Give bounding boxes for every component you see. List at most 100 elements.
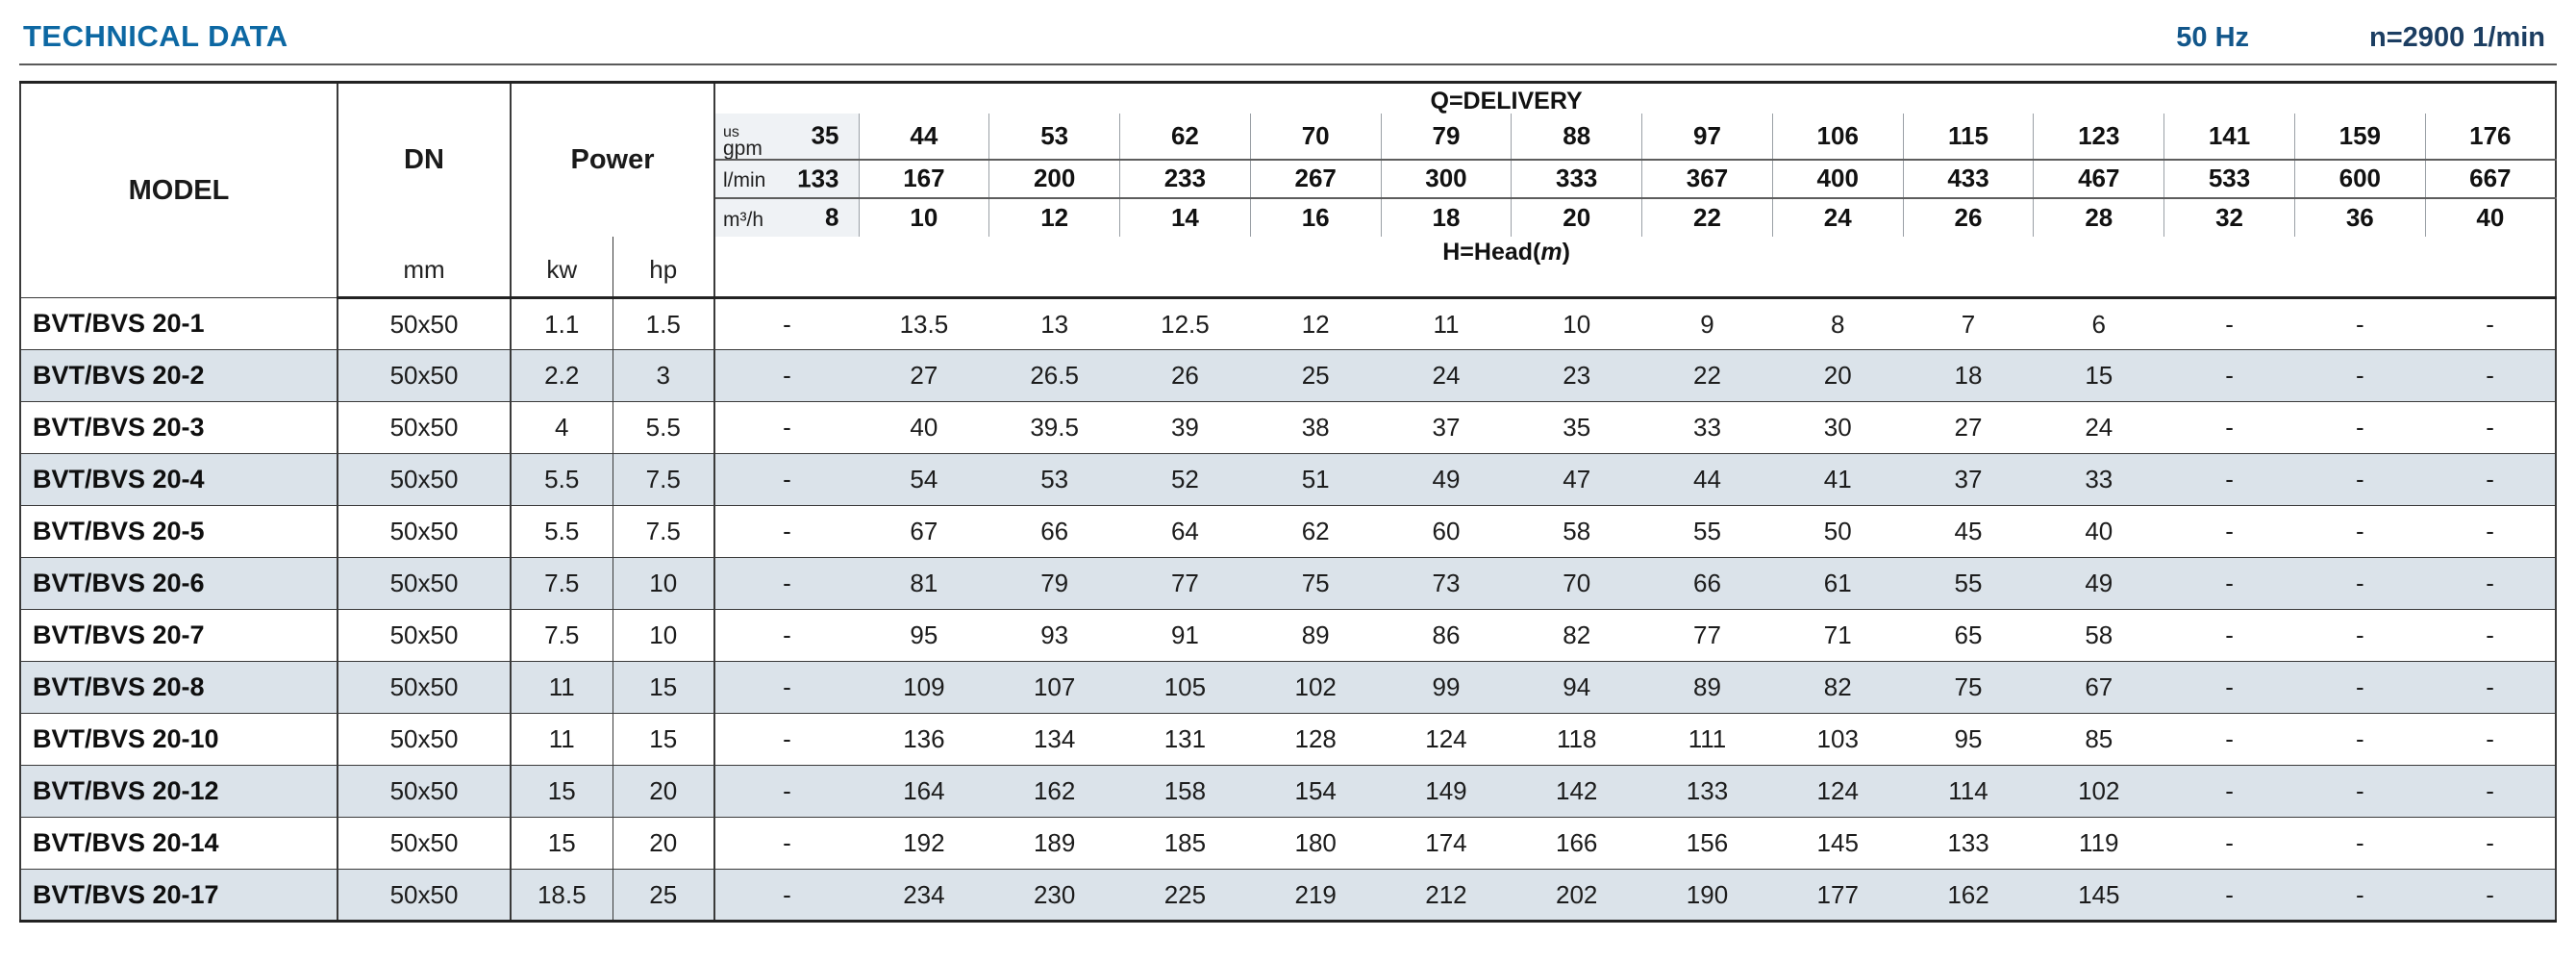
flow-row-m3h: m³/h 8 10 12 14 16 18 20 22 24 26 28 32 36 40 bbox=[20, 197, 2556, 237]
delivery-flow-cell: 97 bbox=[1641, 113, 1773, 161]
head-value-cell: 27 bbox=[859, 349, 989, 402]
table-row: BVT/BVS 20-2 50x50 2.2 3-27 26.5 26 25 24 23 22 20… bbox=[20, 349, 2556, 402]
head-value-cell: 177 bbox=[1772, 869, 1904, 922]
table-row: BVT/BVS 20-1 50x50 1.1 1.5-13.5 13 12.5 12 11 10… bbox=[20, 297, 2556, 350]
table-row: BVT/BVS 20-5 50x50 5.5 7.5-67 66 64 62 60 58 55 50… bbox=[20, 505, 2556, 558]
flow-unit-label-main: m³/h bbox=[723, 208, 763, 231]
head-value-cell: 133 bbox=[1903, 817, 2034, 870]
head-value-cell: 49 bbox=[2033, 557, 2164, 610]
kw-cell: 15 bbox=[511, 817, 613, 870]
dn-cell: 50x50 bbox=[338, 349, 512, 402]
table-row: BVT/BVS 20-8 50x50 11 15-109 107 105 102 99 94 89… bbox=[20, 661, 2556, 714]
head-value-cell: 50 bbox=[1772, 505, 1904, 558]
head-value-cell: 8 bbox=[1772, 297, 1904, 350]
head-value-cell: 22 bbox=[1641, 349, 1773, 402]
head-value-cell: 40 bbox=[859, 401, 989, 454]
head-value-cell: - bbox=[714, 869, 859, 922]
head-value-cell: 134 bbox=[988, 713, 1120, 766]
head-value-cell: 102 bbox=[1250, 661, 1382, 714]
kw-cell: 7.5 bbox=[511, 557, 613, 610]
delivery-flow-cell: 62 bbox=[1119, 113, 1251, 161]
head-value-cell: - bbox=[714, 401, 859, 454]
head-value-cell: 174 bbox=[1381, 817, 1512, 870]
head-value-cell: - bbox=[2163, 557, 2295, 610]
delivery-flow-cell: 40 bbox=[2424, 197, 2556, 237]
head-value-cell: - bbox=[2163, 349, 2295, 402]
delivery-flow-cell: 400 bbox=[1771, 159, 1904, 199]
head-value-cell: - bbox=[2163, 297, 2295, 350]
head-value-cell: - bbox=[714, 713, 859, 766]
delivery-flow-cell: l/min 133 bbox=[714, 159, 859, 199]
head-value-cell: 15 bbox=[2033, 349, 2164, 402]
head-value-cell: 12.5 bbox=[1119, 297, 1251, 350]
head-value-cell: - bbox=[2163, 661, 2295, 714]
table-row: BVT/BVS 20-14 50x50 15 20-192 189 185 180 174 16… bbox=[20, 817, 2556, 870]
head-value-cell: - bbox=[714, 349, 859, 402]
hp-cell: 5.5 bbox=[613, 401, 715, 454]
head-value-cell: - bbox=[2425, 557, 2556, 610]
head-value-cell: 118 bbox=[1511, 713, 1642, 766]
head-value-cell: - bbox=[2425, 401, 2556, 454]
head-value-cell: 62 bbox=[1250, 505, 1382, 558]
head-value-cell: - bbox=[2163, 453, 2295, 506]
head-value-cell: 47 bbox=[1511, 453, 1642, 506]
delivery-header: Q=DELIVERY bbox=[714, 83, 2556, 114]
delivery-flow-cell: 10 bbox=[858, 197, 989, 237]
head-value-cell: 26 bbox=[1119, 349, 1251, 402]
head-value-cell: 124 bbox=[1772, 765, 1904, 818]
head-value-cell: 54 bbox=[859, 453, 989, 506]
head-label-unit: m bbox=[1540, 238, 1563, 266]
head-value-cell: 82 bbox=[1511, 609, 1642, 662]
model-cell: BVT/BVS 20-7 bbox=[20, 609, 338, 662]
table-body: BVT/BVS 20-1 50x50 1.1 1.5-13.5 13 12.5 12 11 10… bbox=[20, 297, 2556, 922]
head-value-cell: 75 bbox=[1250, 557, 1382, 610]
kw-cell: 11 bbox=[511, 713, 613, 766]
head-band: H=Head(m) bbox=[714, 236, 2556, 300]
head-value-cell: 65 bbox=[1903, 609, 2034, 662]
head-value-cell: 99 bbox=[1381, 661, 1512, 714]
head-value-cell: 111 bbox=[1641, 713, 1773, 766]
delivery-flow-cell: 44 bbox=[858, 113, 989, 161]
head-value-cell: 86 bbox=[1381, 609, 1512, 662]
head-value-cell: 35 bbox=[1511, 401, 1642, 454]
flow-unit-label: l/min bbox=[723, 170, 765, 190]
model-cell: BVT/BVS 20-5 bbox=[20, 505, 338, 558]
head-value-cell: 93 bbox=[988, 609, 1120, 662]
head-value-cell: - bbox=[714, 453, 859, 506]
delivery-flow-cell: 141 bbox=[2163, 113, 2295, 161]
dn-cell: 50x50 bbox=[338, 869, 512, 922]
head-value-cell: 77 bbox=[1641, 609, 1773, 662]
frequency-label: 50 Hz bbox=[2176, 22, 2250, 53]
head-value-cell: 58 bbox=[2033, 609, 2164, 662]
delivery-flow-cell: 70 bbox=[1249, 113, 1382, 161]
head-value-cell: 114 bbox=[1903, 765, 2034, 818]
head-value-cell: 102 bbox=[2033, 765, 2164, 818]
head-value-cell: 145 bbox=[2033, 869, 2164, 922]
delivery-flow-cell: 533 bbox=[2163, 159, 2295, 199]
kw-cell: 2.2 bbox=[511, 349, 613, 402]
head-value-cell: 82 bbox=[1772, 661, 1904, 714]
head-value-cell: 6 bbox=[2033, 297, 2164, 350]
delivery-flow-cell: 433 bbox=[1902, 159, 2034, 199]
head-value-cell: - bbox=[2425, 505, 2556, 558]
kw-cell: 5.5 bbox=[511, 505, 613, 558]
head-value-cell: - bbox=[2294, 609, 2426, 662]
head-value-cell: 13 bbox=[988, 297, 1120, 350]
head-value-cell: 52 bbox=[1119, 453, 1251, 506]
dn-cell: 50x50 bbox=[338, 765, 512, 818]
table-row: BVT/BVS 20-17 50x50 18.5 25-234 230 225 219 212… bbox=[20, 869, 2556, 922]
head-value-cell: 49 bbox=[1381, 453, 1512, 506]
head-value-cell: 131 bbox=[1119, 713, 1251, 766]
head-value-cell: 225 bbox=[1119, 869, 1251, 922]
delivery-flow-cell: 123 bbox=[2033, 113, 2164, 161]
head-value-cell: - bbox=[2425, 713, 2556, 766]
model-cell: BVT/BVS 20-6 bbox=[20, 557, 338, 610]
head-value-cell: 95 bbox=[859, 609, 989, 662]
head-value-cell: - bbox=[714, 297, 859, 350]
head-value-cell: 230 bbox=[988, 869, 1120, 922]
head-value-cell: 202 bbox=[1511, 869, 1642, 922]
head-value-cell: 70 bbox=[1511, 557, 1642, 610]
head-value-cell: 91 bbox=[1119, 609, 1251, 662]
head-value-cell: 20 bbox=[1772, 349, 1904, 402]
head-value-cell: - bbox=[714, 505, 859, 558]
